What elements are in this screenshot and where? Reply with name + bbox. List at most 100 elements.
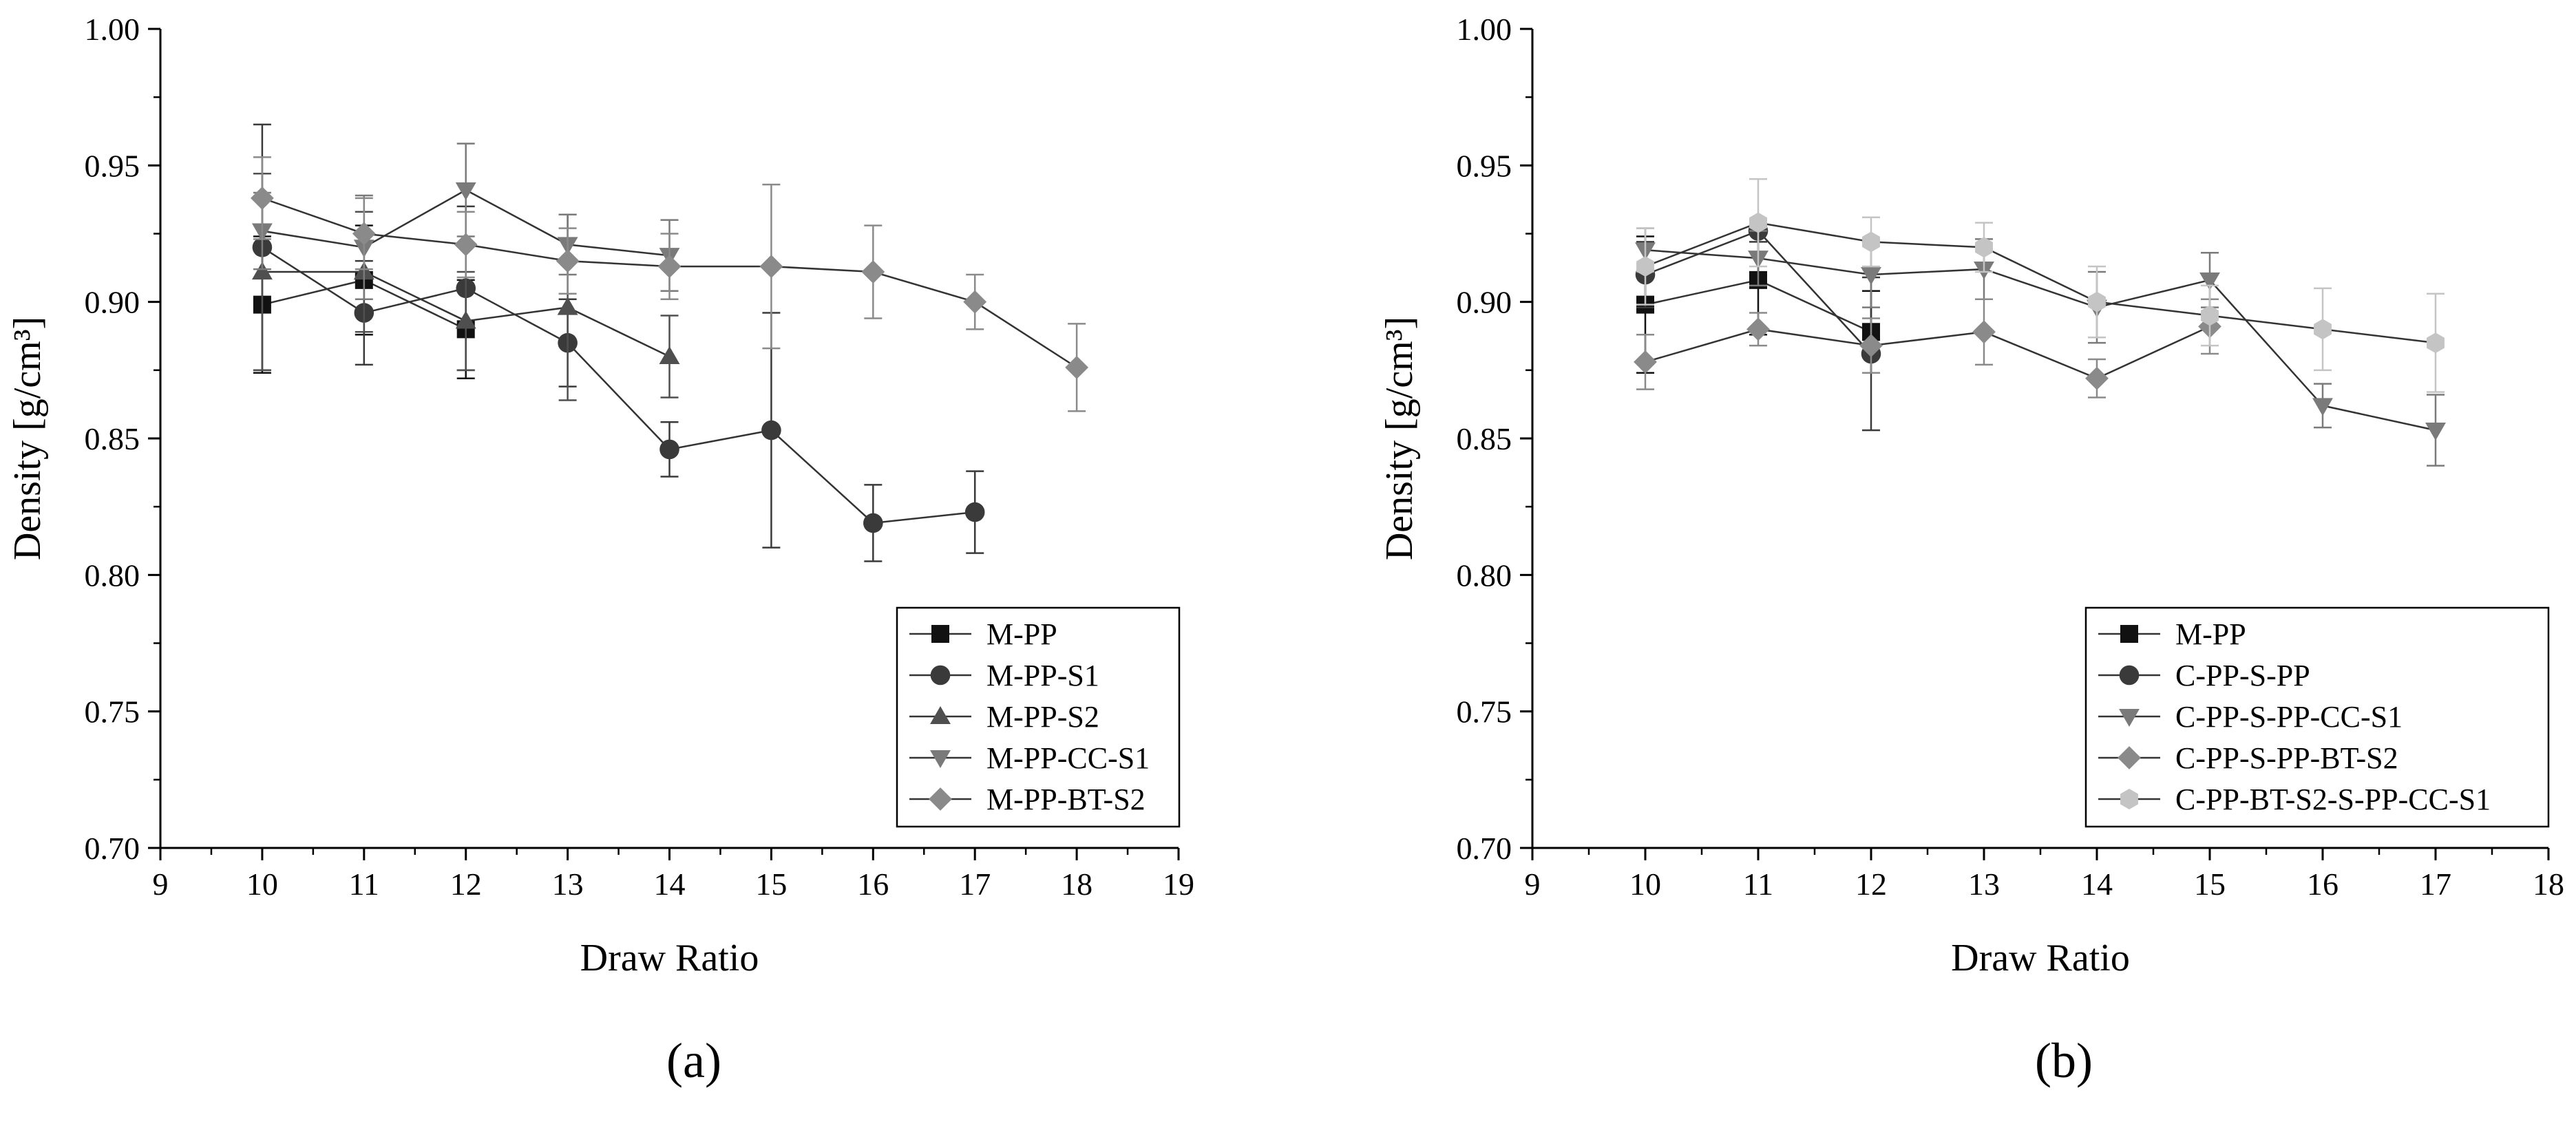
- data-point: [657, 255, 682, 278]
- data-point: [1862, 231, 1880, 253]
- data-point: [1636, 256, 1654, 277]
- x-tick-label: 10: [246, 867, 278, 902]
- data-point: [761, 420, 781, 440]
- legend-label: M-PP-S1: [986, 659, 1099, 692]
- y-axis-title: Density [g/cm³]: [6, 317, 49, 560]
- x-tick-label: 11: [1743, 867, 1773, 902]
- data-point: [454, 233, 478, 257]
- x-tick-label: 11: [349, 867, 379, 902]
- series-line: [1645, 222, 2436, 344]
- data-point: [455, 182, 476, 200]
- legend-label: M-PP: [2175, 617, 2246, 651]
- series-c-pp-bt-s2-s-pp-cc-s1: [1636, 178, 2445, 393]
- x-tick-label: 14: [654, 867, 686, 902]
- data-point: [251, 262, 273, 280]
- y-tick-label: 0.80: [85, 557, 140, 593]
- y-tick-label: 0.90: [85, 285, 140, 320]
- x-tick-label: 15: [755, 867, 787, 902]
- data-point: [659, 346, 680, 365]
- legend: M-PP M-PP-S1 M-PP-S2 M-PP-CC-S1 M-PP-BT-S2: [896, 606, 1181, 828]
- legend-label: M-PP-CC-S1: [986, 741, 1150, 775]
- data-point: [2314, 319, 2332, 340]
- data-point: [556, 249, 580, 273]
- data-point: [251, 187, 274, 210]
- data-point: [1065, 355, 1088, 379]
- data-point: [1746, 317, 1770, 341]
- legend-label: C-PP-BT-S2-S-PP-CC-S1: [2175, 783, 2491, 816]
- y-tick-label: 1.00: [1457, 12, 1512, 47]
- y-tick-label: 0.70: [85, 831, 140, 866]
- series-c-pp-s-pp-cc-s1: [1635, 227, 2446, 467]
- x-axis-title: Draw Ratio: [580, 937, 759, 979]
- y-tick-label: 0.85: [1457, 421, 1512, 456]
- data-point: [863, 513, 883, 533]
- data-point: [352, 222, 376, 246]
- legend: M-PP C-PP-S-PP C-PP-S-PP-CC-S1 C-PP-S-PP-BT…: [2084, 606, 2550, 828]
- series-line: [262, 246, 975, 524]
- legend-marker: [2120, 789, 2138, 809]
- data-point: [963, 290, 987, 314]
- y-tick-label: 0.75: [1457, 694, 1512, 730]
- data-point: [1859, 334, 1883, 358]
- panel-b: 9 10 11 12 13 14 15 16 17 18 0.70 0.75 0.80 0.85 0.90 0…: [1378, 12, 2564, 1088]
- series-c-pp-s-pp-bt-s2: [1634, 298, 2221, 399]
- y-tick-label: 0.70: [1457, 831, 1512, 866]
- x-tick-label: 12: [1855, 867, 1887, 902]
- data-point: [2085, 366, 2109, 390]
- data-point: [2312, 398, 2333, 416]
- legend-label: M-PP: [986, 617, 1057, 651]
- x-tick-label: 13: [552, 867, 584, 902]
- legend-label: C-PP-S-PP-CC-S1: [2175, 700, 2403, 734]
- legend-label: C-PP-S-PP-BT-S2: [2175, 741, 2398, 775]
- y-axis-title: Density [g/cm³]: [1378, 317, 1421, 560]
- data-point: [2425, 423, 2446, 441]
- x-tick-label: 19: [1163, 867, 1194, 902]
- x-tick-label: 18: [1061, 867, 1092, 902]
- data-point: [1861, 266, 1881, 285]
- legend-marker: [931, 625, 949, 643]
- x-axis-title: Draw Ratio: [1951, 937, 2130, 979]
- x-tick-label: 9: [153, 867, 169, 902]
- data-point: [759, 255, 783, 278]
- data-point: [2427, 332, 2445, 354]
- series-line: [1645, 326, 2210, 380]
- y-tick-label: 1.00: [85, 12, 140, 47]
- y-tick-label: 0.85: [85, 421, 140, 456]
- legend-marker: [2118, 746, 2141, 769]
- data-point: [1972, 320, 1996, 344]
- x-tick-label: 15: [2194, 867, 2226, 902]
- legend-label: M-PP-S2: [986, 700, 1099, 734]
- legend-marker: [930, 665, 951, 686]
- data-point: [1634, 350, 1657, 374]
- x-tick-label: 14: [2081, 867, 2113, 902]
- data-point: [1749, 212, 1767, 233]
- y-tick-label: 0.95: [85, 148, 140, 183]
- legend-marker: [2119, 665, 2140, 686]
- data-point: [2201, 305, 2219, 326]
- legend-marker: [930, 750, 951, 768]
- data-point: [861, 260, 885, 284]
- x-tick-label: 17: [2420, 867, 2451, 902]
- data-point: [2088, 291, 2106, 312]
- x-tick-label: 9: [1525, 867, 1541, 902]
- data-point: [659, 439, 679, 460]
- data-point: [1975, 237, 1993, 258]
- data-point: [964, 502, 985, 522]
- legend-marker: [2120, 625, 2138, 643]
- x-tick-label: 17: [959, 867, 991, 902]
- legend-box: [2084, 606, 2550, 828]
- data-point: [557, 297, 578, 315]
- series-m-pp-bt-s2: [251, 156, 1088, 412]
- x-tick-label: 16: [857, 867, 889, 902]
- x-tick-label: 12: [450, 867, 482, 902]
- y-tick-label: 0.90: [1457, 285, 1512, 320]
- x-tick-label: 18: [2533, 867, 2564, 902]
- series-line: [1645, 249, 2436, 432]
- series-m-pp-s1: [252, 123, 985, 562]
- y-tick-label: 0.75: [85, 694, 140, 730]
- panel-a: 9 10 11 12 13 14 15 16 17 18 19 0.70 0.75 0.80 0.85 0.9…: [6, 12, 1194, 1088]
- x-tick-label: 16: [2307, 867, 2339, 902]
- legend-marker: [2119, 708, 2140, 727]
